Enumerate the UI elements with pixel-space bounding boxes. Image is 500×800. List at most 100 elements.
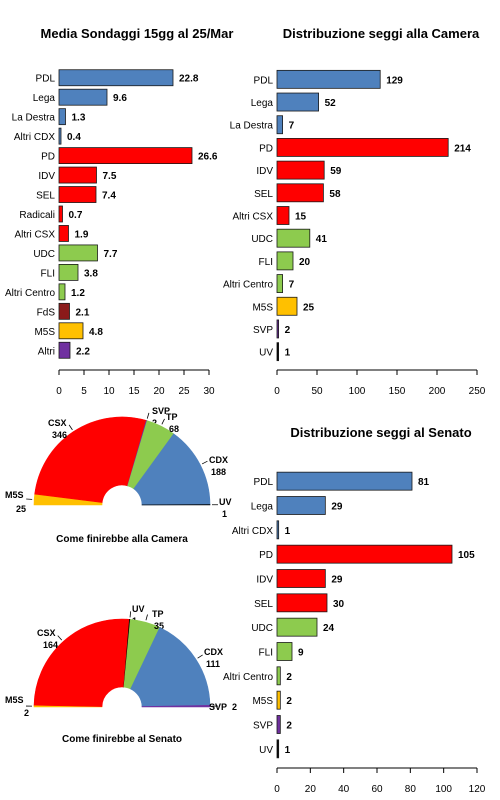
x-tick-label: 10 <box>103 386 115 397</box>
slice-value: 68 <box>169 424 179 434</box>
slice-label: CDX <box>204 647 223 657</box>
category-label: Altri Centro <box>223 672 273 683</box>
slice-value: 2 <box>24 708 29 718</box>
x-tick-label: 30 <box>203 386 215 397</box>
bar-idv <box>276 569 326 588</box>
bar-m5s <box>58 322 84 340</box>
category-label: SVP <box>253 325 273 336</box>
x-tick-label: 20 <box>305 784 317 795</box>
category-label: Altri <box>38 346 55 357</box>
chart-title: Media Sondaggi 15gg al 25/Mar <box>41 26 234 41</box>
category-label: Altri Centro <box>5 288 55 299</box>
chart-caption: Come finirebbe al Senato <box>62 734 182 745</box>
data-label: 0.4 <box>67 132 81 143</box>
category-label: UDC <box>251 623 273 634</box>
slice-label: TP <box>166 412 178 422</box>
data-label: 29 <box>331 502 343 513</box>
leader-line <box>197 654 203 659</box>
data-label: 1.2 <box>71 288 85 299</box>
data-label: 214 <box>454 143 471 154</box>
category-label: SVP <box>253 721 273 732</box>
chart-media-sondaggi: Media Sondaggi 15gg al 25/Mar PDL 22.8 Leg… <box>5 26 233 397</box>
category-label: Lega <box>251 98 274 109</box>
data-label: 29 <box>331 575 343 586</box>
bar-fli <box>276 642 293 661</box>
category-label: IDV <box>38 171 55 182</box>
slice-label: CSX <box>37 628 56 638</box>
bar-idv <box>58 166 97 184</box>
slice-label: TP <box>152 609 164 619</box>
data-label: 1.9 <box>75 229 89 240</box>
x-tick-label: 100 <box>435 784 452 795</box>
bar-altri-centro <box>58 283 66 301</box>
category-label: IDV <box>256 575 273 586</box>
bar-la-destra <box>58 108 66 126</box>
x-tick-label: 20 <box>153 386 165 397</box>
category-label: FLI <box>259 257 273 268</box>
data-label: 52 <box>325 98 337 109</box>
x-tick-label: 0 <box>56 386 62 397</box>
bar-uv <box>276 739 280 759</box>
bar-sel <box>276 183 324 203</box>
data-label: 1 <box>285 348 291 359</box>
data-label: 26.6 <box>198 152 218 163</box>
x-tick-label: 100 <box>349 386 366 397</box>
bar-svp <box>276 715 281 734</box>
data-label: 0.7 <box>69 210 83 221</box>
slice-value: 25 <box>16 504 26 514</box>
category-label: SEL <box>36 191 55 202</box>
bar-altri-centro <box>276 666 281 686</box>
data-label: 7 <box>289 121 295 132</box>
category-label: UV <box>259 348 273 359</box>
bar-udc <box>58 244 98 262</box>
category-label: Lega <box>251 502 274 513</box>
data-label: 1 <box>285 526 291 537</box>
chart-title: Distribuzione seggi alla Camera <box>283 26 480 41</box>
data-label: 2.2 <box>76 346 90 357</box>
category-label: SEL <box>254 599 273 610</box>
bar-sel <box>276 593 328 613</box>
chart-seggi-senato: Distribuzione seggi al Senato PDL 81 Lega 2… <box>223 425 486 795</box>
category-label: Altri CDX <box>14 132 55 143</box>
category-label: FLI <box>259 648 273 659</box>
slice-csx <box>34 416 147 503</box>
category-label: La Destra <box>230 121 274 132</box>
bar-udc <box>276 617 318 637</box>
bar-m5s <box>276 296 298 316</box>
slice-cdx <box>130 627 211 707</box>
data-label: 81 <box>418 477 430 488</box>
slice-value: 1 <box>222 509 227 519</box>
category-label: M5S <box>252 696 273 707</box>
slice-cdx <box>133 433 211 506</box>
x-tick-label: 40 <box>338 784 350 795</box>
data-label: 20 <box>299 257 311 268</box>
slice-value: 35 <box>154 621 164 631</box>
category-label: SEL <box>254 189 273 200</box>
slice-label: M5S <box>5 490 24 500</box>
category-label: UDC <box>251 234 273 245</box>
data-label: 22.8 <box>179 74 199 85</box>
bar-altri <box>58 341 71 359</box>
slice-value: 2 <box>232 702 237 712</box>
bar-lega <box>58 88 108 106</box>
chart-seggi-camera: Distribuzione seggi alla Camera PDL 129 Le… <box>223 26 486 397</box>
slice-label: SVP <box>152 406 170 416</box>
data-label: 59 <box>330 166 342 177</box>
slice-csx <box>33 618 130 707</box>
slice-value: 346 <box>52 430 67 440</box>
data-label: 15 <box>295 212 307 223</box>
x-tick-label: 60 <box>371 784 383 795</box>
x-tick-label: 15 <box>128 386 140 397</box>
bar-uv <box>276 342 280 362</box>
bar-altri-cdx <box>276 520 280 540</box>
data-label: 7.4 <box>102 191 116 202</box>
category-label: Altri CSX <box>232 212 273 223</box>
data-label: 25 <box>303 302 315 313</box>
slice-label: SVP <box>209 702 227 712</box>
leader-line <box>68 424 73 431</box>
data-label: 58 <box>329 189 341 200</box>
chart-title: Distribuzione seggi al Senato <box>290 425 471 440</box>
chart-half-donut-camera: Come finirebbe alla Camera M5S 25 CSX 346 SV… <box>5 406 232 545</box>
data-label: 7.5 <box>103 171 117 182</box>
slice-label: UV <box>219 497 232 507</box>
